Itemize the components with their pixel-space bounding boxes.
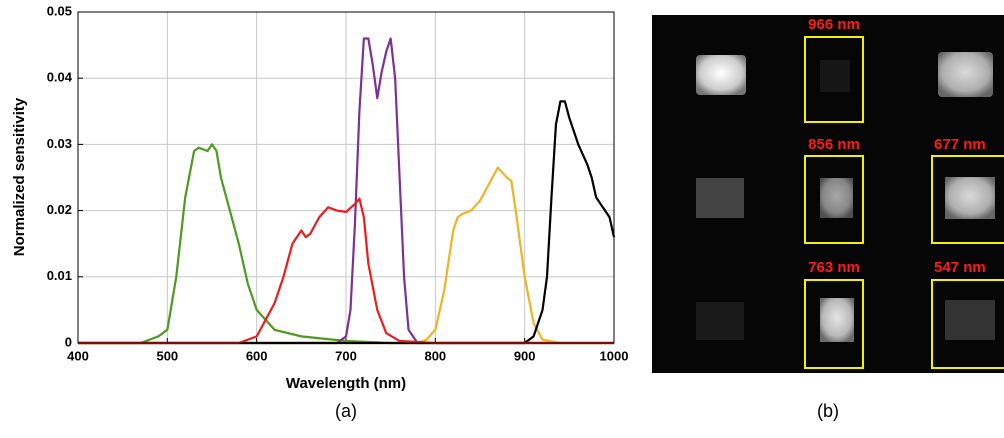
highlight-box (931, 279, 1004, 369)
plot-frame (77, 11, 615, 344)
wavelength-label: 856 nm (808, 136, 860, 153)
sample (945, 300, 995, 340)
x-tick-label: 900 (514, 348, 536, 363)
wavelength-label: 966 nm (808, 16, 860, 33)
x-axis-label: Wavelength (nm) (286, 375, 406, 392)
y-tick-label: 0.04 (47, 70, 73, 85)
highlight-box (804, 155, 864, 244)
sample (945, 177, 995, 219)
y-tick-label: 0.03 (47, 136, 72, 151)
sample (820, 60, 850, 92)
highlight-box (804, 36, 864, 123)
wavelength-label: 547 nm (934, 259, 986, 276)
wavelength-label: 677 nm (934, 136, 986, 153)
x-tick-label: 600 (246, 348, 268, 363)
image-panel: 966 nm 856 nm 677 nm 763 nm 547 nm (652, 15, 1004, 373)
caption: (b) (817, 401, 839, 421)
y-tick-label: 0.02 (47, 202, 72, 217)
series-line (78, 100, 616, 345)
sample (820, 178, 853, 218)
y-tick-label: 0 (65, 334, 72, 349)
sample (820, 298, 854, 342)
series-line (78, 197, 614, 345)
x-tick-label: 500 (156, 348, 178, 363)
caption: (a) (335, 401, 357, 421)
sample (696, 178, 744, 218)
wavelength-label: 763 nm (808, 259, 860, 276)
sample (696, 302, 744, 340)
series-line (78, 143, 614, 345)
y-tick-label: 0.01 (47, 268, 72, 283)
x-tick-label: 400 (67, 348, 89, 363)
series-line (78, 166, 614, 345)
x-tick-label: 700 (335, 348, 357, 363)
y-tick-label: 0.05 (47, 3, 72, 18)
x-tick-label: 800 (424, 348, 446, 363)
x-tick-label: 1000 (600, 348, 629, 363)
series-line (78, 37, 614, 345)
highlight-box (804, 279, 864, 369)
y-axis-label: Normalized sensitivity (11, 97, 28, 256)
highlight-box (931, 155, 1004, 244)
sample (938, 52, 993, 97)
sample (696, 55, 746, 95)
